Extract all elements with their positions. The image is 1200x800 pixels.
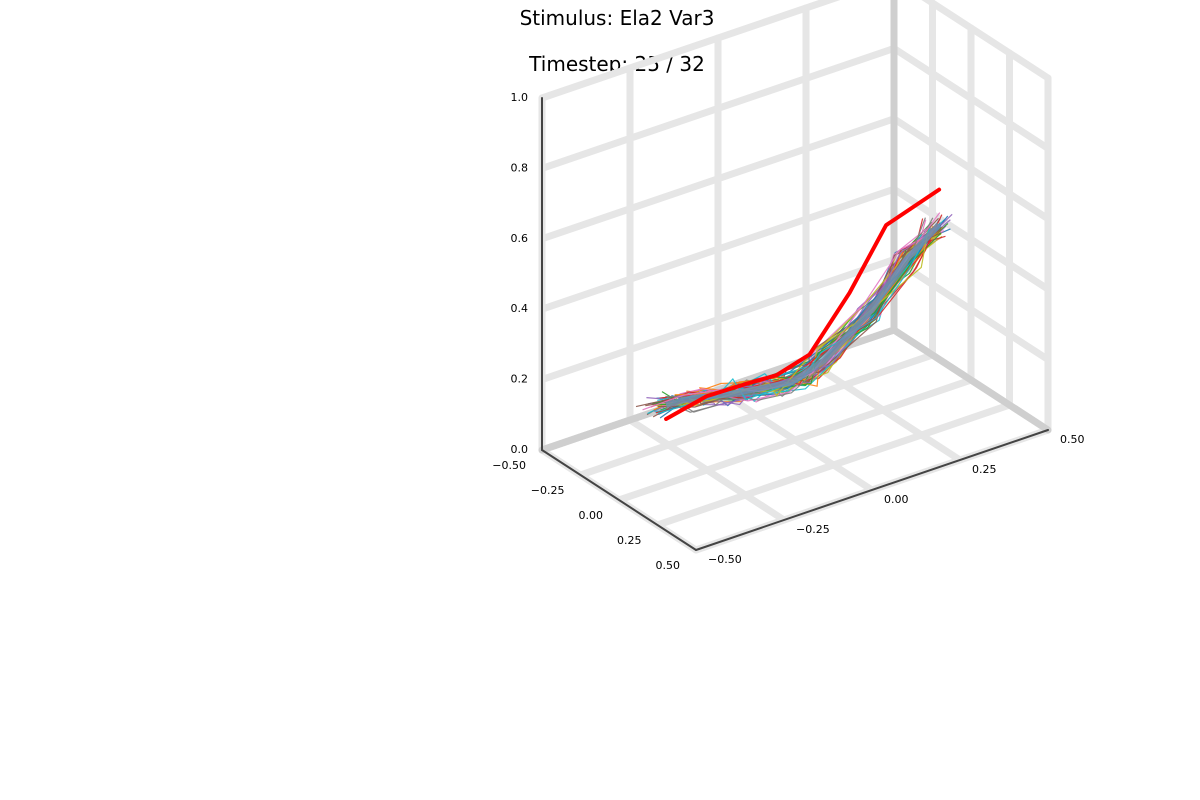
x-axis-line [541,449,697,551]
grid-line-y-wall-z-1 [890,256,1052,364]
grid-line-y-wall-z-5 [921,0,1052,82]
target-trajectory-line [664,187,942,421]
grid-line-y-wall-z-3 [890,115,1052,223]
chart-title: Stimulus: Ela2 Var3 [520,6,715,30]
grid-line-floor-y-3 [802,356,964,464]
target-trajectory [664,187,942,421]
y-tick-label: 0.25 [972,463,997,476]
z-tick-label: 0.4 [511,302,529,315]
grid-line-x-wall-z-3 [538,115,898,243]
z-tick-label: 1.0 [511,91,529,104]
z-tick-label: 0.0 [511,443,529,456]
x-tick-label: 0.00 [579,509,604,522]
z-tick-label: 0.2 [511,373,529,386]
x-tick-label: −0.25 [531,484,565,497]
y-axis-line [695,429,1049,551]
x-tick-label: 0.25 [617,534,642,547]
grid-line-x-wall-z-2 [538,185,898,313]
tick-labels: 0.0 0.2 0.4 0.6 0.8 1.0 −0.50 −0.25 0.00 0.25 0.50… [492,91,1084,572]
y-tick-label: −0.50 [708,553,742,566]
grid-line-y-wall-z-2 [890,185,1052,293]
y-tick-label: 0.00 [884,493,909,506]
y-tick-label: −0.25 [796,523,830,536]
grid-line-y-wall-z-4 [890,44,1052,152]
grid-line-floor-y-2 [714,386,876,494]
grid-line-floor-y-1 [626,416,788,524]
z-tick-label: 0.8 [511,161,529,174]
axis-lines [541,97,1049,551]
grid-line-x-wall-z-1 [538,256,898,384]
grid-line-x-wall-z-4 [538,44,898,172]
y-tick-label: 0.50 [1060,433,1085,446]
back-edge-floor-right [890,326,1052,434]
ensemble-trajectories [635,212,953,419]
x-tick-label: −0.50 [492,459,526,472]
z-tick-label: 0.6 [511,232,529,245]
x-tick-label: 0.50 [656,559,681,572]
grid-line-x-wall-z-5 [538,0,841,102]
